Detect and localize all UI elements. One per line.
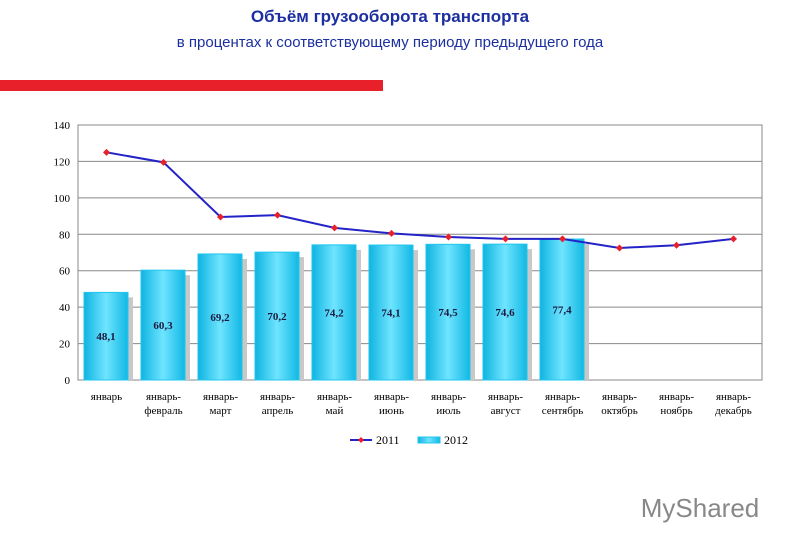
x-tick-label: январь-октябрь [601,391,638,417]
bar [482,243,528,381]
x-tick-label-line: январь- [431,391,466,403]
x-tick-label-line: январь- [659,391,694,403]
x-tick-label: январь [91,391,122,403]
x-tick-label: январь-июль [431,391,466,417]
marker [388,229,395,237]
x-tick-label-line: январь- [260,391,295,403]
legend-marker [358,437,364,443]
y-tick-label: 140 [54,120,71,132]
legend-label: 2012 [444,433,468,447]
bar [425,243,471,381]
x-tick-label: январь-июнь [374,391,409,417]
marker [730,235,737,243]
y-tick-label: 100 [54,193,71,205]
marker [274,211,281,219]
data-label: 74,5 [438,307,458,319]
bar [539,238,585,381]
x-tick-label-line: март [210,405,232,417]
chart-subtitle: в процентах к соответствующему периоду п… [177,34,604,51]
data-label: 74,1 [381,308,400,320]
legend-swatch [417,436,441,444]
x-tick-label: январь-апрель [260,391,295,417]
x-tick-label-line: ноябрь [660,405,692,417]
x-tick-label-line: июль [436,405,460,417]
x-tick-label: январь-сентябрь [542,391,584,417]
x-tick-label: январь-август [488,391,523,417]
data-label: 69,2 [210,312,230,324]
bar [254,251,300,381]
x-tick-label-line: октябрь [601,405,638,417]
y-tick-label: 0 [65,375,71,387]
data-label: 74,2 [324,307,344,319]
marker [445,233,452,241]
marker [103,148,110,156]
x-tick-label-line: январь- [488,391,523,403]
x-tick-label-line: январь- [317,391,352,403]
x-tick-label: январь-май [317,391,352,417]
bar [83,291,129,381]
bar [311,244,357,381]
x-tick-label-line: сентябрь [542,405,584,417]
decor-bar [0,80,383,91]
legend-label: 2011 [376,433,400,447]
x-tick-label-line: январь- [203,391,238,403]
marker [673,241,680,249]
data-label: 70,2 [267,311,287,323]
x-tick-label-line: январь- [374,391,409,403]
data-label: 74,6 [495,307,515,319]
marker [616,244,623,252]
marker [331,224,338,232]
marker [559,235,566,243]
y-tick-label: 120 [54,156,71,168]
watermark: MyShared [641,493,760,523]
y-tick-label: 40 [59,302,71,314]
line [106,151,734,249]
data-label: 60,3 [153,320,173,332]
x-tick-label-line: февраль [144,405,182,417]
y-tick-label: 80 [59,229,71,241]
x-tick-label-line: январь- [716,391,751,403]
x-tick-label-line: январь- [146,391,181,403]
x-tick-label: январь-декабрь [715,391,752,417]
x-tick-label: январь-февраль [144,391,182,417]
bar [197,253,243,381]
bar [368,244,414,381]
data-label: 77,4 [552,305,572,317]
x-tick-label-line: май [326,405,344,417]
bar [140,269,186,381]
x-tick-label: январь-ноябрь [659,391,694,417]
x-tick-label: январь-март [203,391,238,417]
marker [217,213,224,221]
y-tick-label: 60 [59,266,71,278]
marker [160,158,167,166]
marker [502,235,509,243]
data-label: 48,1 [96,331,115,343]
x-tick-label-line: декабрь [715,405,752,417]
x-tick-label-line: июнь [379,405,404,417]
x-tick-label-line: январь- [602,391,637,403]
x-tick-label-line: январь- [545,391,580,403]
x-tick-label-line: апрель [262,405,294,417]
y-tick-label: 20 [59,339,71,351]
chart-title: Объём грузооборота транспорта [251,7,530,26]
x-tick-label-line: август [491,405,521,417]
